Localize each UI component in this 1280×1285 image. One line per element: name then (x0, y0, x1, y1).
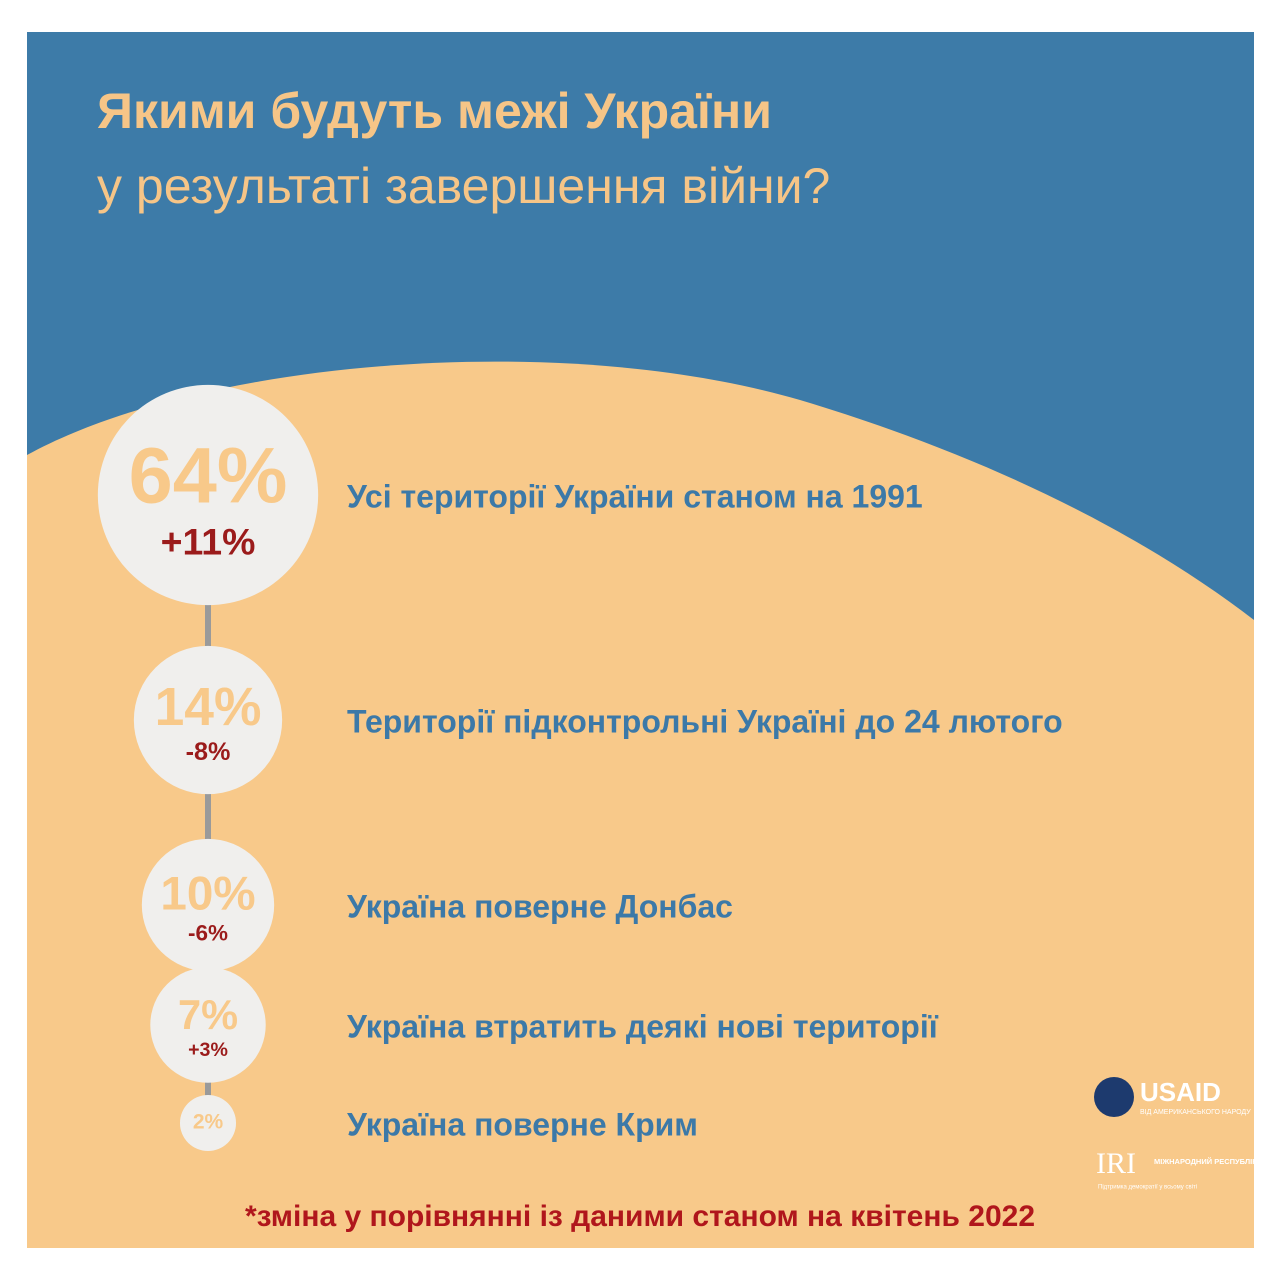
value-label: 2% (193, 1111, 224, 1134)
category-label: Території підконтрольні Україні до 24 лю… (347, 703, 1063, 739)
usaid-text: USAID (1140, 1077, 1221, 1107)
value-label: 64% (129, 431, 288, 520)
chart-subtitle: у результаті завершення війни? (97, 158, 830, 214)
usaid-tagline: ВІД АМЕРИКАНСЬКОГО НАРОДУ (1140, 1109, 1251, 1116)
change-label: +11% (161, 520, 256, 562)
usaid-seal (1094, 1077, 1134, 1117)
iri-name: МІЖНАРОДНИЙ РЕСПУБЛІКАНСЬКИЙ ІНСТИТУТ (1154, 1157, 1280, 1166)
usaid-logo: USAID ВІД АМЕРИКАНСЬКОГО НАРОДУ (1094, 1077, 1251, 1117)
change-label: -8% (186, 738, 231, 766)
change-label: -6% (188, 921, 228, 946)
bubble (97, 384, 319, 606)
bubble (141, 838, 275, 972)
change-label: +3% (188, 1039, 228, 1061)
iri-text: IRI (1096, 1147, 1136, 1180)
category-label: Україна втратить деякі нові території (347, 1008, 939, 1044)
value-label: 14% (155, 678, 262, 737)
bubble (179, 1094, 237, 1152)
iri-logo: IRI МІЖНАРОДНИЙ РЕСПУБЛІКАНСЬКИЙ ІНСТИТУ… (1096, 1147, 1280, 1191)
chart-title: Якими будуть межі України (97, 83, 772, 139)
category-label: Україна поверне Крим (347, 1106, 698, 1142)
bubble (133, 645, 283, 795)
iri-tagline: Підтримка демократії у всьому світі (1098, 1185, 1197, 1191)
value-label: 7% (178, 991, 238, 1038)
wave (27, 361, 1254, 1248)
footnote: *зміна у порівнянні із даними станом на … (245, 1200, 1035, 1233)
category-label: Усі території України станом на 1991 (347, 478, 923, 514)
category-label: Україна поверне Донбас (347, 888, 733, 924)
value-label: 10% (160, 868, 255, 921)
bubble (150, 967, 266, 1083)
